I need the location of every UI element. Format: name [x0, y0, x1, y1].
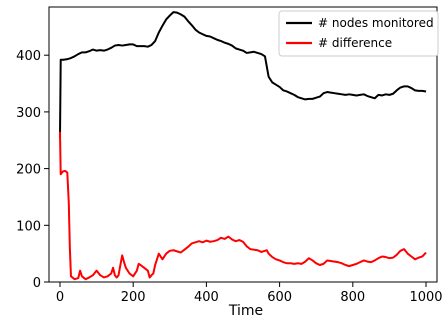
x-axis-label: Time: [228, 303, 263, 319]
y-tick-label: 100: [16, 219, 41, 234]
series-line-0: [58, 11, 427, 138]
x-tick-label: 200: [121, 290, 146, 305]
y-tick-label: 300: [16, 106, 41, 121]
plot-frame: [48, 6, 438, 283]
plot-layer: [58, 11, 427, 281]
legend-label-nodes-monitored: # nodes monitored: [318, 16, 434, 30]
y-tick-label: 400: [16, 49, 41, 64]
y-tick-label: 0: [33, 276, 41, 291]
x-tick-label: 400: [194, 290, 219, 305]
legend-box: [278, 10, 439, 57]
axes-layer: 0 200 400 600 800 1000 0 100 200 300 400: [16, 6, 443, 305]
legend: # nodes monitored # difference: [278, 10, 439, 57]
x-tick-label: 1000: [409, 290, 442, 305]
x-tick-label: 800: [340, 290, 365, 305]
y-tick-label: 200: [16, 163, 41, 178]
x-tick-label: 600: [267, 290, 292, 305]
x-tick-label: 0: [56, 290, 64, 305]
series-line-1: [58, 131, 427, 281]
legend-label-difference: # difference: [318, 36, 392, 50]
